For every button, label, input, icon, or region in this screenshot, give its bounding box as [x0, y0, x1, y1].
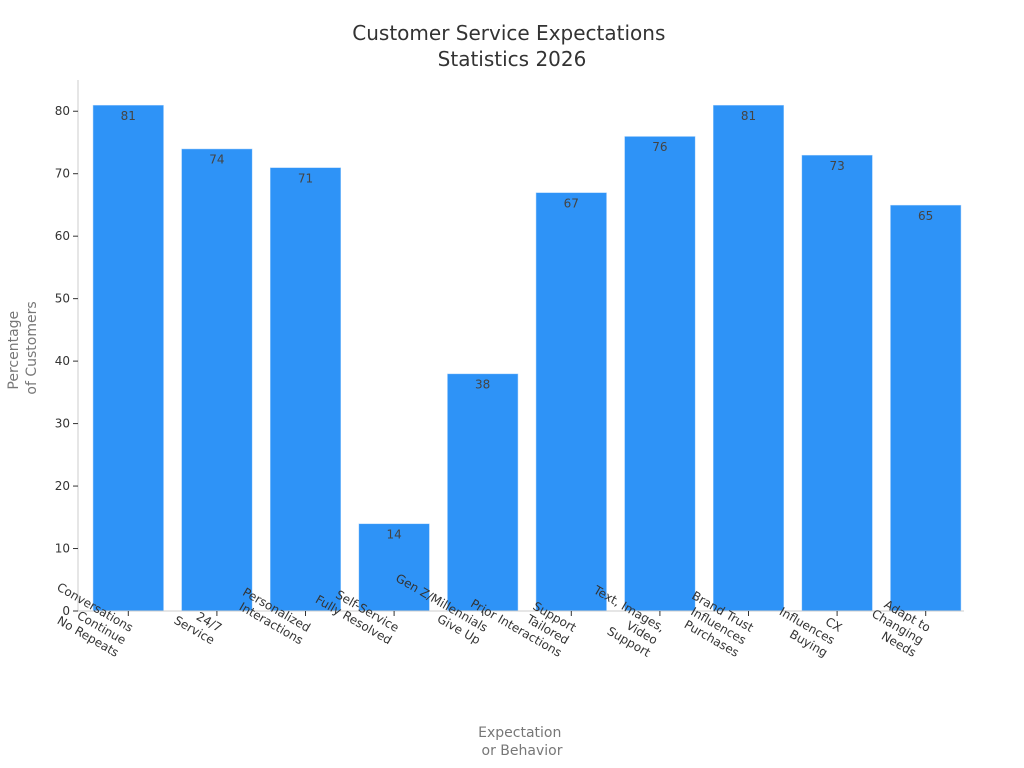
data-label: 65	[918, 209, 933, 223]
data-label: 14	[386, 528, 401, 542]
bar	[535, 191, 608, 612]
bar	[889, 204, 962, 612]
y-tick-label: 80	[55, 104, 70, 118]
y-axis-title-line-1: Percentage	[6, 311, 22, 390]
y-tick-label: 10	[55, 542, 70, 556]
bar	[623, 135, 696, 612]
data-label: 38	[475, 378, 490, 392]
bar	[180, 148, 253, 612]
y-tick-label: 0	[62, 604, 70, 618]
bar	[446, 373, 519, 612]
chart-title-line-2: Statistics 2026	[438, 47, 587, 71]
y-tick-label: 20	[55, 479, 70, 493]
y-tick-label: 40	[55, 354, 70, 368]
data-label: 67	[564, 196, 579, 210]
data-label: 73	[829, 159, 844, 173]
y-axis: 0 10 20 30 40 50 60 70 80	[55, 80, 79, 618]
bars-group: 81 74 71 14 38 67 76 81 73 65	[92, 104, 962, 612]
x-axis-title-line-1: Expectation	[478, 725, 561, 741]
y-tick-label: 60	[55, 229, 70, 243]
data-label: 81	[121, 109, 136, 123]
chart-title-line-1: Customer Service Expectations	[352, 21, 665, 45]
y-tick-label: 70	[55, 167, 70, 181]
bar	[712, 104, 785, 612]
data-label: 74	[209, 153, 224, 167]
data-label: 81	[741, 109, 756, 123]
data-label: 71	[298, 171, 313, 185]
y-axis-title: Percentage of Customers	[6, 301, 40, 394]
x-axis-title-line-2: or Behavior	[482, 743, 563, 759]
chart-title: Customer Service Expectations Statistics…	[352, 21, 671, 71]
x-axis-title: Expectation or Behavior	[478, 725, 566, 759]
y-tick-label: 50	[55, 292, 70, 306]
y-tick-label: 30	[55, 417, 70, 431]
y-axis-title-line-2: of Customers	[24, 301, 40, 394]
bar	[269, 166, 342, 612]
data-label: 76	[652, 140, 667, 154]
bar	[92, 104, 165, 612]
bar	[358, 523, 431, 612]
bar	[801, 154, 874, 612]
